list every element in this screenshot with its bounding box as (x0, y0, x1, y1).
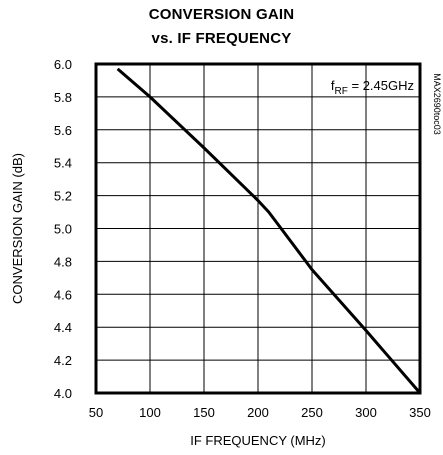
rf-frequency-annotation: fRF = 2.45GHz (331, 78, 414, 97)
y-tick-label: 5.6 (54, 123, 72, 138)
conversion-gain-line (116, 67, 422, 394)
x-tick-labels: 50 100 150 200 250 300 350 (89, 405, 431, 420)
y-tick-label: 5.4 (54, 156, 72, 171)
y-tick-label: 4.2 (54, 353, 72, 368)
chart-subtitle: vs. IF FREQUENCY (151, 30, 292, 47)
x-tick-label: 250 (301, 405, 323, 420)
x-tick-label: 350 (409, 405, 431, 420)
plot-frame (94, 62, 422, 395)
series-layer (116, 67, 422, 394)
x-tick-label: 50 (89, 405, 103, 420)
chart-title: CONVERSION GAIN (148, 6, 295, 23)
y-tick-label: 6.0 (54, 57, 72, 72)
y-tick-label: 4.6 (54, 287, 72, 302)
y-tick-label: 4.0 (54, 386, 72, 401)
y-tick-label: 4.4 (54, 320, 72, 335)
x-tick-label: 150 (193, 405, 215, 420)
annotation-prefix: f (331, 78, 335, 93)
y-tick-label: 5.8 (54, 90, 72, 105)
x-tick-label: 100 (139, 405, 161, 420)
x-axis-label: IF FREQUENCY (MHz) (190, 433, 326, 448)
annotation-subscript: RF (335, 86, 348, 97)
figure-code: MAX2690toc03 (432, 73, 442, 135)
x-tick-label: 200 (247, 405, 269, 420)
y-tick-label: 4.8 (54, 254, 72, 269)
y-tick-label: 5.2 (54, 189, 72, 204)
y-tick-label: 5.0 (54, 222, 72, 237)
x-tick-label: 300 (355, 405, 377, 420)
y-tick-labels: 4.0 4.2 4.4 4.6 4.8 5.0 5.2 5.4 5.6 5.8 6.0 (54, 57, 72, 401)
grid (96, 64, 420, 393)
y-axis-label: CONVERSION GAIN (dB) (10, 153, 25, 304)
annotation-suffix: = 2.45GHz (348, 78, 414, 93)
